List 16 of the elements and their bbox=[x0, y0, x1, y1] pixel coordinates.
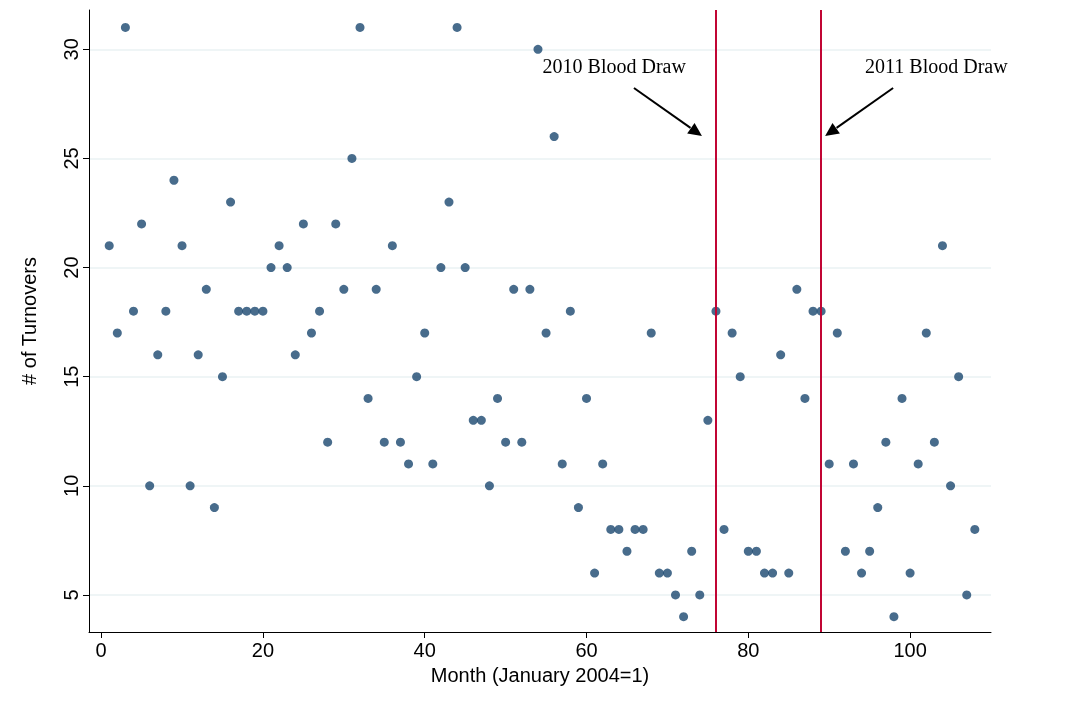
x-tick-label: 40 bbox=[413, 639, 436, 661]
y-tick-label: 5 bbox=[60, 589, 82, 601]
x-tick-label: 80 bbox=[737, 639, 760, 661]
x-tick-label: 20 bbox=[251, 639, 275, 661]
y-tick-label: 30 bbox=[60, 38, 82, 61]
x-tick-label: 0 bbox=[95, 639, 107, 661]
ref-line-label: 2011 Blood Draw bbox=[865, 55, 1009, 77]
x-tick-label: 100 bbox=[893, 639, 927, 661]
y-tick-label: 20 bbox=[60, 256, 82, 279]
ref-line-label: 2010 Blood Draw bbox=[542, 55, 687, 77]
y-tick-label: 25 bbox=[60, 147, 82, 170]
y-axis-title: # of Turnovers bbox=[18, 257, 40, 385]
y-tick-label: 15 bbox=[60, 365, 82, 388]
x-axis-title: Month (January 2004=1) bbox=[430, 663, 650, 686]
x-tick-label: 60 bbox=[575, 639, 598, 661]
y-tick-label: 10 bbox=[60, 474, 82, 497]
